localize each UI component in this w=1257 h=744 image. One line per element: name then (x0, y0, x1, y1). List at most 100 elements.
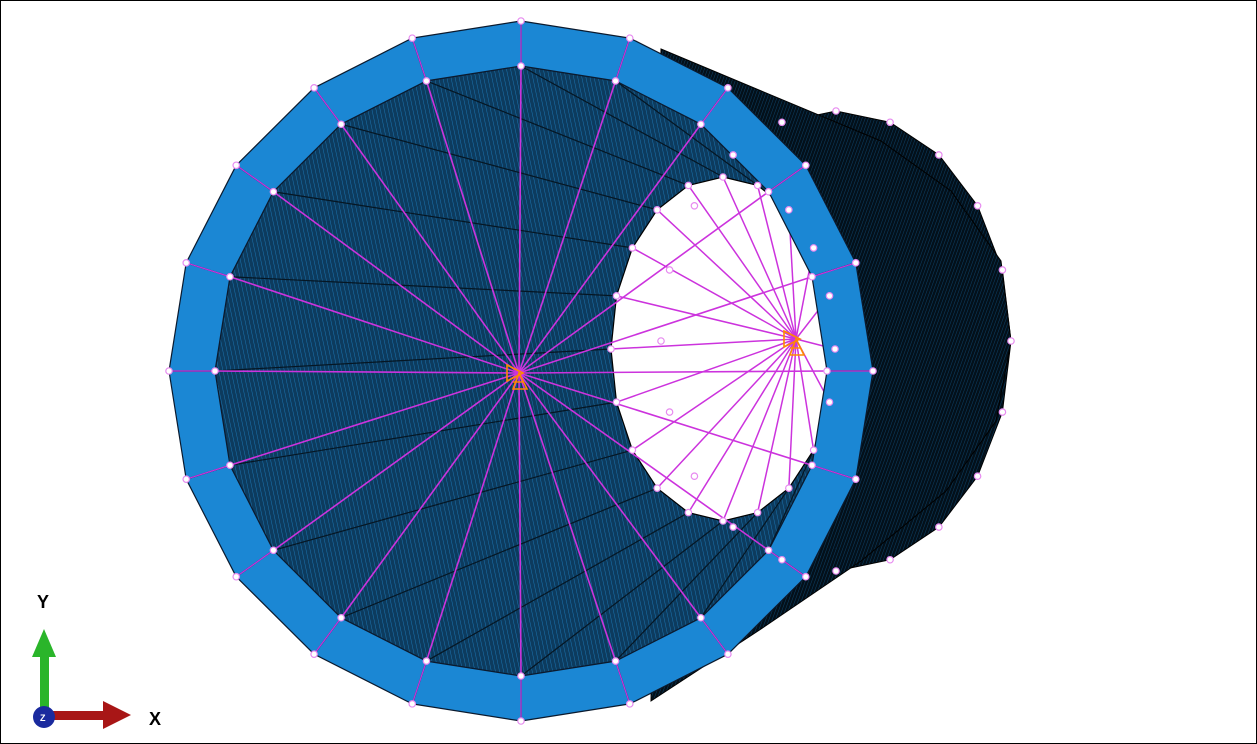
coupling-line (795, 338, 815, 451)
node-marker (657, 337, 665, 345)
node-marker (690, 472, 699, 480)
node-marker (337, 120, 345, 129)
node-marker (517, 672, 525, 680)
node-marker (753, 508, 762, 517)
node-marker (801, 572, 810, 581)
coupling-line (656, 338, 797, 489)
coupling-line (616, 338, 797, 403)
coupling-line (272, 372, 520, 551)
coupling-line (610, 338, 797, 350)
wall-seam (700, 487, 790, 619)
node-marker (808, 461, 816, 470)
coupling-line (518, 65, 522, 374)
coupling-line (229, 275, 520, 374)
node-marker (998, 266, 1007, 274)
node-marker (973, 202, 982, 210)
coupling-line (722, 176, 797, 340)
x-axis-arrow (49, 701, 131, 729)
node-marker (684, 181, 693, 190)
node-marker (653, 484, 661, 492)
coupling-line (235, 549, 274, 578)
coupling-line (411, 37, 428, 82)
reference-points (506, 329, 806, 390)
node-marker (697, 120, 705, 129)
node-marker (408, 700, 417, 708)
wall-seam (273, 449, 633, 551)
node-marker (211, 367, 219, 375)
coupling-line (186, 464, 231, 480)
node-marker (628, 244, 637, 252)
node-marker (724, 650, 732, 658)
node-marker (517, 62, 525, 70)
node-marker (422, 657, 431, 665)
wall-seam (768, 449, 815, 551)
coupling-line (272, 191, 520, 374)
coupling-line (632, 247, 797, 340)
node-marker (825, 398, 834, 406)
node-marker (831, 345, 839, 353)
coupling-line (756, 338, 797, 513)
node-marker (719, 517, 727, 525)
node-marker (612, 398, 621, 406)
node-marker (269, 187, 278, 196)
coupling-line (768, 164, 807, 193)
coupling-line (811, 464, 856, 480)
node-marker (1007, 337, 1015, 345)
coupling-line (313, 87, 342, 125)
node-marker (226, 272, 234, 281)
coupling-line (518, 372, 522, 677)
far-coupling-lines (610, 176, 836, 522)
node-marker (653, 206, 661, 214)
node-marker (729, 151, 737, 159)
wall-seam (615, 80, 758, 186)
node-marker (778, 555, 786, 564)
node-marker (665, 408, 674, 416)
x-axis-label: X (149, 709, 161, 729)
node-marker (232, 161, 241, 170)
z-axis-dot (33, 706, 55, 728)
coupling-line (518, 80, 617, 374)
coupling-line (614, 660, 631, 705)
coupling-line (186, 262, 231, 278)
coupling-line (518, 372, 617, 662)
coupling-line (700, 87, 729, 125)
coupling-line (518, 372, 702, 619)
wall-seam (340, 123, 658, 211)
node-marker (778, 118, 786, 127)
node-marker (182, 259, 191, 267)
wall-seam (520, 65, 724, 178)
node-marker (612, 292, 621, 300)
coupling-line (425, 80, 520, 374)
node-marker (310, 650, 318, 658)
z-axis-label: Z (40, 713, 46, 723)
coupling-line (788, 338, 797, 489)
node-marker (886, 118, 894, 127)
coupling-line (687, 338, 797, 513)
node-marker (809, 446, 818, 454)
node-marker (607, 345, 615, 353)
node-marker (517, 717, 525, 725)
node-marker (823, 367, 831, 375)
node-marker (625, 700, 634, 708)
node-marker (611, 77, 620, 85)
coupling-line (411, 660, 428, 705)
node-marker (269, 546, 278, 555)
coupling-line (768, 549, 807, 578)
coupling-line (518, 372, 770, 551)
node-marker (832, 567, 840, 575)
node-marker (851, 259, 860, 267)
coupling-line (656, 209, 797, 340)
node-marker (935, 151, 943, 159)
coupling-line (616, 295, 797, 340)
node-marker (886, 555, 894, 564)
coupling-line (340, 123, 520, 374)
axis-triad: Z Y X (32, 592, 161, 729)
wall-seam (520, 520, 724, 677)
node-marker (625, 34, 634, 42)
node-marker (408, 34, 417, 42)
coupling-line (614, 37, 631, 82)
node-marker (832, 107, 840, 115)
wall-seam (426, 512, 689, 662)
